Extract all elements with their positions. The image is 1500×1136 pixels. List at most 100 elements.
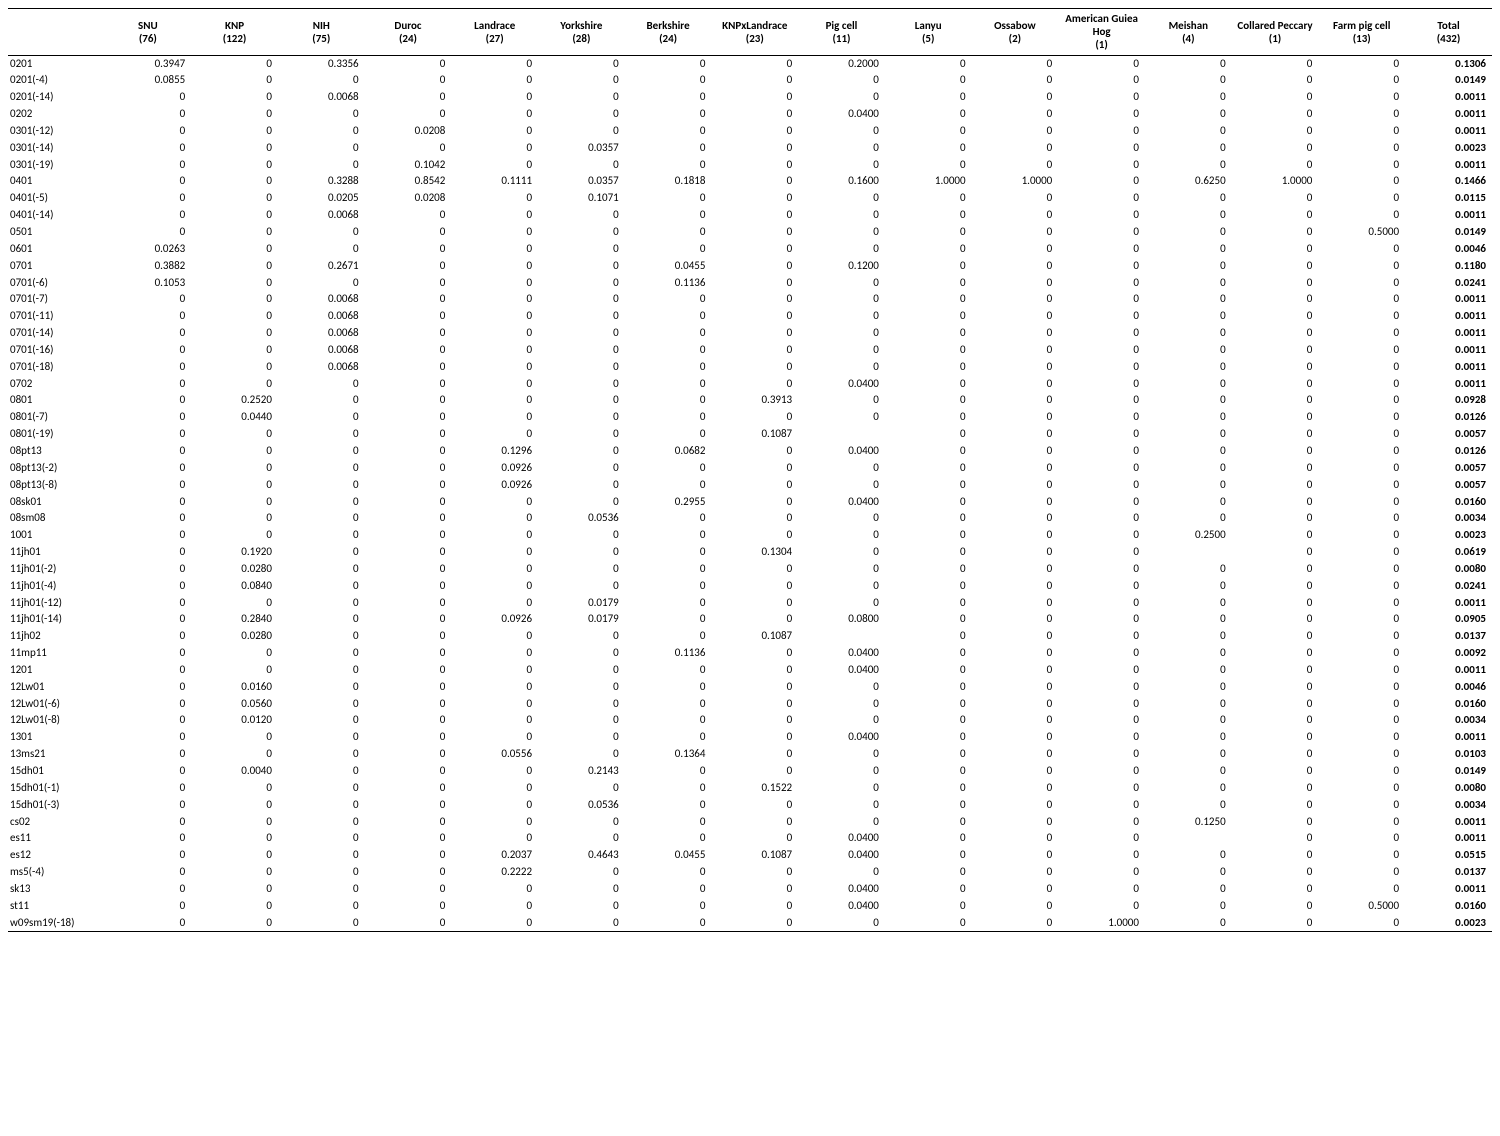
cell-value: 0 [538, 578, 625, 595]
cell-value: 0 [711, 190, 798, 207]
cell-value: 0 [191, 645, 278, 662]
cell-value: 0 [1058, 308, 1145, 325]
cell-value: 0 [885, 207, 972, 224]
cell-value: 0.1136 [625, 275, 712, 292]
cell-value: 0 [1145, 797, 1232, 814]
cell-value: 0 [1318, 847, 1405, 864]
cell-value: 0 [1232, 241, 1319, 258]
cell-value: 0 [538, 729, 625, 746]
cell-value: 0 [1145, 426, 1232, 443]
cell-value: 0 [278, 847, 365, 864]
cell-value: 0 [538, 72, 625, 89]
cell-value: 0.0400 [798, 847, 885, 864]
cell-value: 0 [1058, 544, 1145, 561]
cell-value: 0 [278, 241, 365, 258]
cell-value: 0 [191, 510, 278, 527]
column-count: (11) [802, 32, 881, 45]
cell-value: 0 [538, 696, 625, 713]
column-header: Meishan(4) [1145, 9, 1232, 56]
cell-value: 0 [105, 494, 192, 511]
cell-value: 0 [885, 578, 972, 595]
cell-value: 0 [1232, 898, 1319, 915]
cell-value: 0.0208 [365, 190, 452, 207]
table-row: ms5(-4)00000.222200000000000.0137 [8, 864, 1492, 881]
cell-value: 0 [1318, 561, 1405, 578]
cell-value: 0 [451, 662, 538, 679]
cell-value: 0 [1145, 55, 1232, 72]
cell-value: 0 [191, 864, 278, 881]
cell-value: 0 [885, 123, 972, 140]
cell-value: 0 [1058, 662, 1145, 679]
cell-value: 0 [538, 224, 625, 241]
cell-value: 0 [711, 527, 798, 544]
cell-value: 0 [1318, 140, 1405, 157]
cell-value: 0 [1145, 325, 1232, 342]
cell-value: 0 [798, 359, 885, 376]
cell-value: 0 [105, 527, 192, 544]
cell-value: 0 [105, 628, 192, 645]
table-row: 08pt13(-2)00000.092600000000000.0057 [8, 460, 1492, 477]
cell-value: 0 [365, 106, 452, 123]
cell-value: 0 [798, 72, 885, 89]
cell-value: 0 [191, 729, 278, 746]
cell-value: 0 [191, 89, 278, 106]
cell-value: 0 [1058, 527, 1145, 544]
cell-value: 0 [278, 123, 365, 140]
cell-value: 0 [798, 780, 885, 797]
cell-value: 0 [625, 426, 712, 443]
cell-value: 0 [365, 881, 452, 898]
cell-value: 0 [1145, 291, 1232, 308]
cell-value: 0 [972, 864, 1059, 881]
column-name: Total [1409, 19, 1488, 32]
cell-value: 0 [278, 72, 365, 89]
cell-value: 0.0011 [1405, 106, 1492, 123]
cell-value: 0 [105, 291, 192, 308]
cell-value: 0 [711, 578, 798, 595]
cell-value: 0 [538, 359, 625, 376]
cell-value: 0 [972, 426, 1059, 443]
cell-value: 0 [1058, 712, 1145, 729]
cell-value: 0 [1318, 814, 1405, 831]
cell-value: 0 [191, 291, 278, 308]
cell-value: 0 [711, 898, 798, 915]
cell-value: 0 [451, 645, 538, 662]
row-label-header [8, 9, 105, 56]
cell-value: 0.0855 [105, 72, 192, 89]
table-row: w09sm19(-18)000000000001.00000000.0023 [8, 915, 1492, 932]
cell-value: 0 [1232, 729, 1319, 746]
cell-value: 0 [711, 157, 798, 174]
cell-value: 0 [105, 763, 192, 780]
cell-value: 0 [451, 628, 538, 645]
cell-value: 0 [711, 460, 798, 477]
column-header: NIH(75) [278, 9, 365, 56]
cell-value: 0 [105, 173, 192, 190]
cell-value: 0 [798, 275, 885, 292]
cell-value: 0 [191, 325, 278, 342]
table-row: 0701(-6)0.1053000000.1136000000000.0241 [8, 275, 1492, 292]
cell-value: 0 [538, 308, 625, 325]
cell-value: 0 [625, 342, 712, 359]
cell-value: 0 [365, 712, 452, 729]
column-header: SNU(76) [105, 9, 192, 56]
cell-value: 0 [885, 746, 972, 763]
cell-value: 0 [1318, 342, 1405, 359]
cell-value: 0 [105, 898, 192, 915]
cell-value: 0 [972, 359, 1059, 376]
cell-value: 0 [1318, 409, 1405, 426]
cell-value: 0 [365, 729, 452, 746]
cell-value: 0 [1318, 746, 1405, 763]
cell-value: 0 [625, 190, 712, 207]
cell-value: 0 [451, 190, 538, 207]
cell-value: 0 [1058, 325, 1145, 342]
cell-value: 0 [191, 140, 278, 157]
cell-value: 0 [365, 696, 452, 713]
cell-value: 0.0455 [625, 258, 712, 275]
cell-value: 0 [711, 72, 798, 89]
cell-value: 0 [1145, 628, 1232, 645]
cell-value: 0 [1145, 494, 1232, 511]
cell-value: 0 [451, 898, 538, 915]
cell-value: 0 [1145, 460, 1232, 477]
cell-value: 1.0000 [1058, 915, 1145, 932]
cell-value: 0 [365, 864, 452, 881]
table-row: 11jh01(-12)000000.01790000000000.0011 [8, 595, 1492, 612]
